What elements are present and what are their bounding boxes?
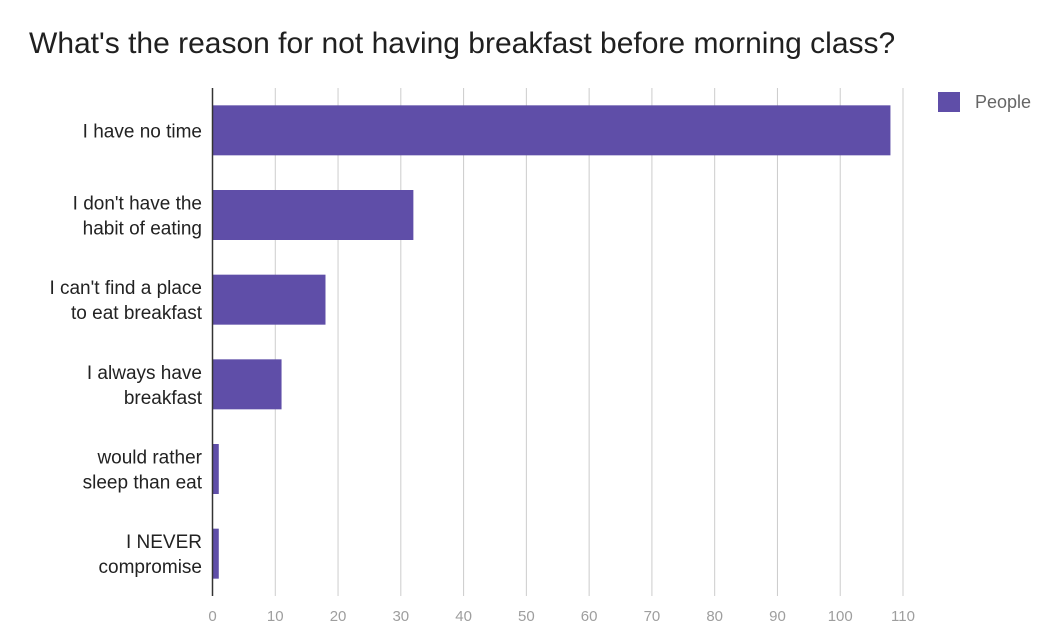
x-axis-ticks: 0 10 20 30 40 50 60 70 80 90 100 110 xyxy=(208,608,915,625)
category-label-i-don-t-have-the-habit-of-eating-line-1: I don't have the xyxy=(73,194,202,215)
bar-i-can-t-find-a-place-to-eat-breakfast xyxy=(212,274,326,325)
x-tick-label-40: 40 xyxy=(455,608,472,625)
bar-i-always-have-breakfast xyxy=(212,359,282,410)
chart-title: What's the reason for not having breakfa… xyxy=(29,27,896,60)
x-tick-label-90: 90 xyxy=(769,608,786,625)
legend-label-people: People xyxy=(975,92,1031,112)
x-tick-label-20: 20 xyxy=(330,608,347,625)
category-label-would-rather-sleep-than-eat-line-1: would rather xyxy=(96,448,202,469)
category-label-i-never-compromise-line-1: I NEVER xyxy=(126,532,202,553)
category-label-i-always-have-breakfast-line-2: breakfast xyxy=(124,388,203,409)
category-label-i-have-no-time-line-1: I have no time xyxy=(83,121,202,142)
bar-i-never-compromise xyxy=(212,528,219,579)
category-label-i-never-compromise-line-2: compromise xyxy=(99,557,202,578)
x-tick-label-100: 100 xyxy=(828,608,853,625)
legend-swatch xyxy=(938,92,960,112)
x-tick-label-30: 30 xyxy=(392,608,409,625)
category-labels: I have no time I don't have the habit of e… xyxy=(49,121,202,578)
bars xyxy=(212,105,891,579)
x-tick-label-60: 60 xyxy=(581,608,598,625)
category-label-i-always-have-breakfast-line-1: I always have xyxy=(87,363,202,384)
bar-i-have-no-time xyxy=(212,105,891,156)
x-tick-label-50: 50 xyxy=(518,608,535,625)
x-tick-label-80: 80 xyxy=(706,608,723,625)
category-label-i-can-t-find-a-place-to-eat-breakfast-line-2: to eat breakfast xyxy=(71,303,203,324)
x-tick-label-0: 0 xyxy=(208,608,216,625)
category-label-i-don-t-have-the-habit-of-eating-line-2: habit of eating xyxy=(83,219,202,240)
x-tick-label-70: 70 xyxy=(644,608,661,625)
bar-i-don-t-have-the-habit-of-eating xyxy=(212,190,414,240)
x-tick-label-110: 110 xyxy=(891,608,915,625)
category-label-would-rather-sleep-than-eat-line-2: sleep than eat xyxy=(83,473,203,494)
category-label-i-can-t-find-a-place-to-eat-breakfast-line-1: I can't find a place xyxy=(49,278,202,299)
legend: People xyxy=(938,92,1031,112)
x-tick-label-10: 10 xyxy=(267,608,284,625)
bar-would-rather-sleep-than-eat xyxy=(212,444,219,494)
gridlines xyxy=(274,88,904,596)
